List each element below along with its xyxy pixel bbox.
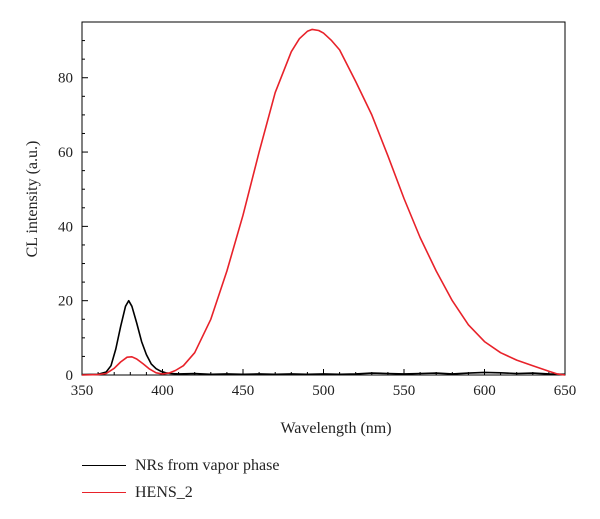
x-tick-label: 350 xyxy=(71,383,94,399)
y-tick-label: 40 xyxy=(58,219,73,235)
plot-border xyxy=(81,21,566,376)
axis-ticks xyxy=(81,21,566,376)
legend-item-hens: HENS_2 xyxy=(82,479,279,506)
x-tick-label: 500 xyxy=(312,383,335,399)
y-tick-label: 20 xyxy=(58,294,73,310)
legend-item-nrs: NRs from vapor phase xyxy=(82,452,279,479)
y-tick-label: 0 xyxy=(66,368,74,384)
series-line-nrs xyxy=(81,299,566,376)
series-lines xyxy=(81,28,566,376)
y-axis-label: CL intensity (a.u.) xyxy=(24,141,41,258)
legend-swatch-hens xyxy=(82,492,126,493)
legend: NRs from vapor phase HENS_2 xyxy=(82,452,279,506)
tick-labels: 350 400 450 500 550 600 650 0 20 40 60 80 xyxy=(58,71,576,399)
y-tick-label: 80 xyxy=(58,71,73,87)
x-tick-label: 650 xyxy=(554,383,577,399)
legend-label-hens: HENS_2 xyxy=(135,483,193,501)
x-tick-label: 550 xyxy=(393,383,416,399)
legend-label-nrs: NRs from vapor phase xyxy=(135,456,280,474)
series-line-hens xyxy=(81,28,566,376)
y-tick-label: 60 xyxy=(58,145,73,161)
x-axis-label: Wavelength (nm) xyxy=(280,420,391,437)
legend-swatch-nrs xyxy=(82,465,126,466)
x-tick-label: 450 xyxy=(232,383,255,399)
x-tick-label: 400 xyxy=(151,383,174,399)
x-tick-label: 600 xyxy=(473,383,496,399)
plot-frame xyxy=(81,21,566,376)
